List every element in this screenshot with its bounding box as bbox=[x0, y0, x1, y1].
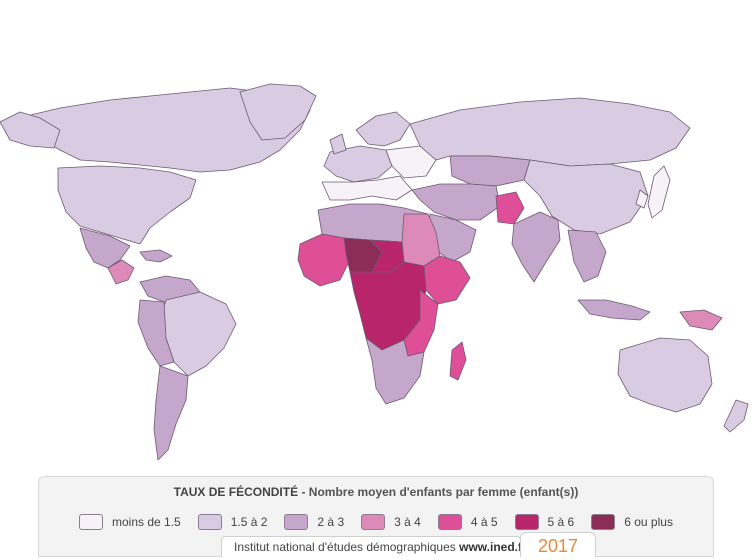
legend-swatch bbox=[284, 514, 309, 530]
legend-label: moins de 1.5 bbox=[112, 515, 181, 529]
legend-swatch bbox=[197, 514, 222, 530]
region-caribbean[interactable] bbox=[139, 249, 173, 263]
legend-label: 4 à 5 bbox=[470, 515, 498, 529]
region-mexico[interactable] bbox=[79, 227, 131, 269]
credit-site-link[interactable]: www.ined.fr bbox=[459, 540, 521, 554]
credit-prefix: Institut national d'études démographique… bbox=[234, 540, 460, 554]
legend-item-2-3[interactable]: 2 à 3 bbox=[284, 514, 344, 530]
legend-label: 2 à 3 bbox=[317, 515, 345, 529]
legend-item-6plus[interactable]: 6 ou plus bbox=[591, 514, 673, 530]
legend-item-1-5-2[interactable]: 1.5 à 2 bbox=[197, 514, 268, 530]
region-argentina-chile[interactable] bbox=[153, 365, 189, 461]
region-turkey-iran[interactable] bbox=[411, 183, 501, 221]
region-central-america[interactable] bbox=[107, 259, 135, 285]
world-fertility-map bbox=[0, 83, 749, 461]
region-horn-of-africa[interactable] bbox=[423, 255, 471, 305]
legend-swatch bbox=[591, 514, 616, 530]
region-indonesia[interactable] bbox=[577, 299, 651, 321]
region-brazil[interactable] bbox=[159, 291, 237, 377]
legend-item-5-6[interactable]: 5 à 6 bbox=[514, 514, 575, 530]
legend-swatch bbox=[514, 514, 539, 530]
legend-label: 5 à 6 bbox=[547, 515, 575, 529]
region-southern-africa[interactable] bbox=[365, 337, 425, 405]
region-russia[interactable] bbox=[409, 97, 691, 167]
legend-items: moins de 1.5 1.5 à 2 2 à 3 3 à 4 4 à 5 5… bbox=[79, 512, 690, 532]
legend-label: 6 ou plus bbox=[624, 515, 673, 529]
legend-item-3-4[interactable]: 3 à 4 bbox=[361, 514, 421, 530]
region-korea[interactable] bbox=[635, 189, 649, 209]
region-southern-europe[interactable] bbox=[321, 175, 413, 201]
region-papua[interactable] bbox=[679, 309, 723, 331]
credit-text: Institut national d'études démographique… bbox=[221, 536, 521, 557]
legend-label: 1.5 à 2 bbox=[230, 515, 268, 529]
legend-title: TAUX DE FÉCONDITÉ - Nombre moyen d'enfan… bbox=[39, 485, 713, 499]
region-scandinavia[interactable] bbox=[355, 111, 411, 147]
legend-item-lt15[interactable]: moins de 1.5 bbox=[79, 514, 181, 530]
region-southeast-asia[interactable] bbox=[567, 229, 607, 283]
region-usa[interactable] bbox=[57, 165, 197, 245]
region-west-africa[interactable] bbox=[297, 233, 351, 287]
legend-swatch bbox=[361, 514, 386, 530]
legend-title-subtitle: - Nombre moyen d'enfants par femme (enfa… bbox=[298, 485, 579, 499]
world-map-svg bbox=[0, 83, 749, 461]
region-india[interactable] bbox=[511, 211, 561, 283]
legend-item-4-5[interactable]: 4 à 5 bbox=[437, 514, 498, 530]
region-china[interactable] bbox=[523, 159, 649, 235]
region-peru-bolivia[interactable] bbox=[137, 299, 175, 367]
region-uk[interactable] bbox=[329, 133, 347, 155]
legend-label: 3 à 4 bbox=[394, 515, 421, 529]
region-central-asia[interactable] bbox=[449, 155, 531, 187]
region-madagascar[interactable] bbox=[449, 341, 467, 381]
legend-swatch bbox=[437, 514, 462, 530]
region-alaska[interactable] bbox=[0, 111, 61, 149]
region-canada[interactable] bbox=[17, 87, 311, 173]
region-japan[interactable] bbox=[647, 165, 671, 219]
region-western-europe[interactable] bbox=[323, 145, 393, 183]
region-afghanistan-pakistan[interactable] bbox=[495, 191, 525, 225]
year-tab[interactable]: 2017 bbox=[520, 532, 596, 557]
region-australia[interactable] bbox=[617, 337, 713, 413]
region-new-zealand[interactable] bbox=[723, 399, 749, 433]
region-greenland[interactable] bbox=[239, 83, 317, 141]
legend-title-main: TAUX DE FÉCONDITÉ bbox=[173, 485, 299, 499]
legend-swatch bbox=[79, 514, 103, 530]
